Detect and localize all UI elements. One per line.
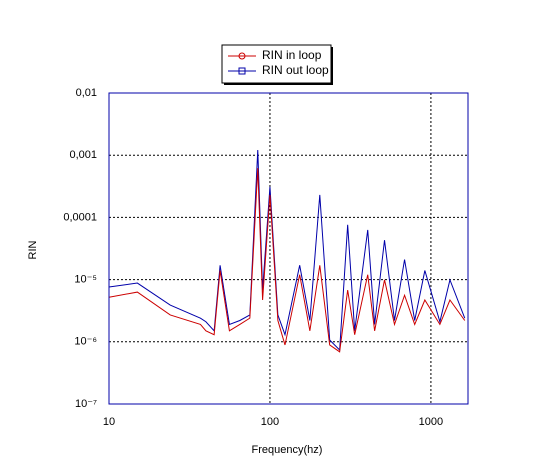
x-tick-label: 100 — [261, 416, 279, 428]
x-tick-label: 1000 — [419, 416, 443, 428]
y-tick-label: 10⁻⁷ — [75, 398, 97, 410]
legend-marker — [238, 52, 246, 60]
plot-frame — [108, 92, 469, 405]
x-tick-label: 10 — [103, 416, 115, 428]
series-line — [108, 168, 466, 353]
y-tick-label: 0,001 — [69, 149, 97, 161]
y-tick-label: 10⁻⁵ — [74, 274, 97, 286]
y-tick-label: 0,0001 — [63, 211, 97, 223]
legend-label: RIN in loop — [262, 48, 322, 62]
y-tick-label: 0,01 — [76, 87, 97, 99]
y-tick-label: 10⁻⁶ — [74, 336, 97, 348]
legend-label: RIN out loop — [262, 63, 329, 77]
x-axis-label: Frequency(hz) — [252, 444, 323, 456]
legend-marker — [238, 67, 246, 75]
y-axis-label: RIN — [27, 240, 39, 259]
legend-box — [221, 44, 332, 84]
